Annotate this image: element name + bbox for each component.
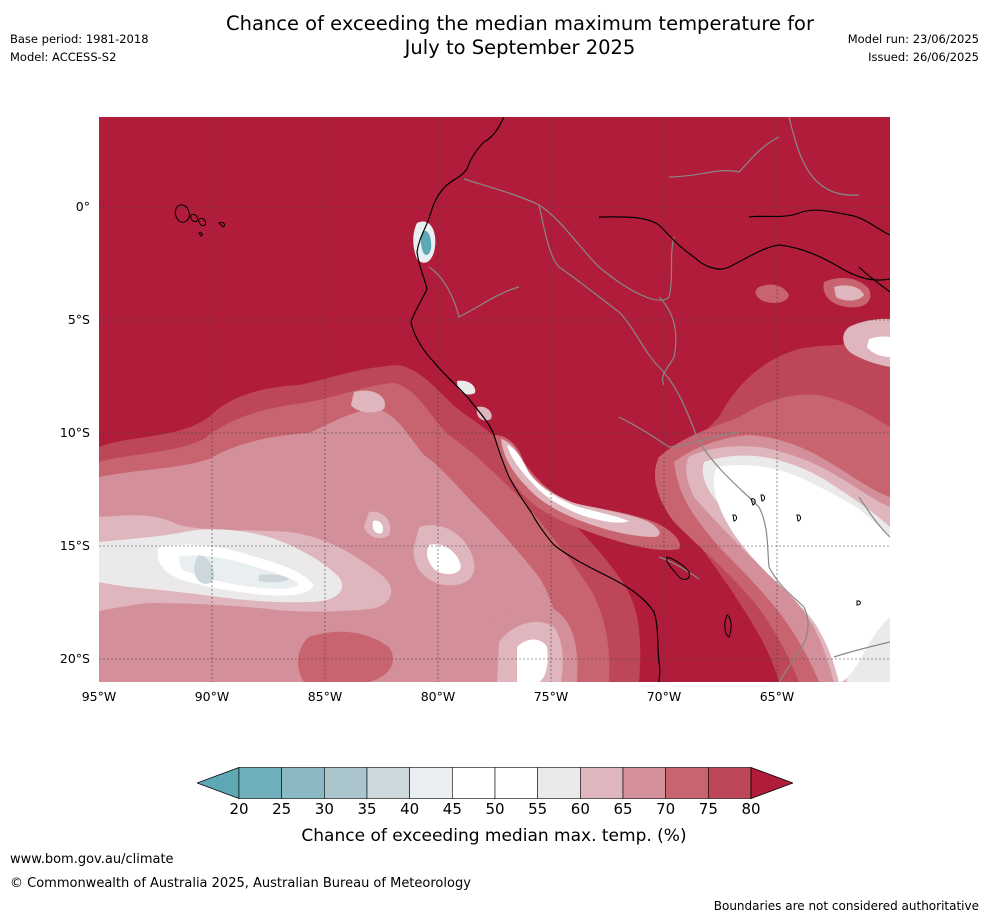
meta-left: Base period: 1981-2018 Model: ACCESS-S2 xyxy=(10,30,149,66)
brazil-patch-inner xyxy=(834,285,864,301)
colorbar-segment xyxy=(665,767,709,799)
galapagos-islands xyxy=(174,204,226,237)
colorbar-segment xyxy=(366,767,410,799)
peru-blob-small xyxy=(476,406,492,421)
lon-label-75w: 75°W xyxy=(533,689,569,704)
pacific-south-patch xyxy=(297,631,393,682)
colorbar-tick-label: 70 xyxy=(656,800,676,818)
colorbar-tick-label: 60 xyxy=(570,800,590,818)
pacific-blob-near-coast-inner xyxy=(372,520,383,534)
colorbar-segment xyxy=(537,767,581,799)
lat-label-0: 0° xyxy=(75,199,90,214)
lon-label-70w: 70°W xyxy=(646,689,682,704)
colorbar-tick-label: 35 xyxy=(357,800,377,818)
colorbar-tick-label: 55 xyxy=(528,800,548,818)
andes-streak-white xyxy=(507,445,629,523)
lake-poopo xyxy=(724,614,732,638)
colorbar-segment xyxy=(409,767,453,799)
colorbar-segment xyxy=(494,767,538,799)
ecuador-spot-inner xyxy=(420,230,432,255)
colorbar-tick-label: 45 xyxy=(442,800,462,818)
base-period-text: Base period: 1981-2018 xyxy=(10,32,149,46)
pacific-band-35b xyxy=(259,574,289,583)
lat-label-15s: 15°S xyxy=(59,538,90,553)
colorbar-segment xyxy=(281,767,325,799)
colorbar-tick-label: 30 xyxy=(314,800,334,818)
colorbar-arrow-low xyxy=(197,767,240,799)
small-lakes xyxy=(732,494,861,606)
model-run-text: Model run: 23/06/2025 xyxy=(847,32,979,46)
pacific-blob-north2 xyxy=(351,390,385,413)
colorbar-segment xyxy=(452,767,496,799)
colorbar-arrow-high xyxy=(750,767,793,799)
lat-label-5s: 5°S xyxy=(67,312,90,327)
colorbar-segment xyxy=(622,767,666,799)
map-panel xyxy=(99,117,890,682)
colorbar-tick-label: 40 xyxy=(400,800,420,818)
boundary-disclaimer: Boundaries are not considered authoritat… xyxy=(713,899,979,913)
colorbar-segment xyxy=(708,767,752,799)
colorbar-label: Chance of exceeding median max. temp. (%… xyxy=(301,826,687,846)
amazon-patch xyxy=(755,284,789,303)
lat-label-20s: 20°S xyxy=(59,651,90,666)
issued-text: Issued: 26/06/2025 xyxy=(868,50,979,64)
pacific-blob-north xyxy=(261,441,309,467)
pacific-blob-west-inner xyxy=(426,544,461,575)
lake-titicaca xyxy=(666,556,690,580)
colorbar-tick-label: 20 xyxy=(229,800,249,818)
website-link[interactable]: www.bom.gov.au/climate xyxy=(10,852,174,867)
colorbar-tick-label: 50 xyxy=(485,800,505,818)
map-svg xyxy=(99,117,890,682)
colorbar-segments xyxy=(197,767,793,799)
colorbar-tick-label: 80 xyxy=(741,800,761,818)
colorbar-tick-label: 65 xyxy=(613,800,633,818)
andes-streak-mid xyxy=(501,439,660,537)
copyright-text: © Commonwealth of Australia 2025, Austra… xyxy=(10,876,471,891)
colorbar-segment xyxy=(238,767,282,799)
south-coast-band-white xyxy=(517,639,548,682)
lon-label-90w: 90°W xyxy=(194,689,230,704)
colorbar-segment xyxy=(580,767,624,799)
meta-right: Model run: 23/06/2025 Issued: 26/06/2025 xyxy=(848,30,979,66)
model-text: Model: ACCESS-S2 xyxy=(10,50,117,64)
colorbar-tick-label: 75 xyxy=(698,800,718,818)
lon-label-80w: 80°W xyxy=(420,689,456,704)
title-line-2: July to September 2025 xyxy=(404,36,636,59)
coastline xyxy=(410,117,890,682)
title-line-1: Chance of exceeding the median maximum t… xyxy=(225,12,815,35)
bolivia-band-inner-white xyxy=(796,477,890,577)
lon-label-65w: 65°W xyxy=(759,689,795,704)
lat-label-10s: 10°S xyxy=(59,425,90,440)
colorbar-tick-label: 25 xyxy=(272,800,292,818)
lon-label-95w: 95°W xyxy=(81,689,117,704)
map-title: Chance of exceeding the median maximum t… xyxy=(190,12,850,60)
lon-label-85w: 85°W xyxy=(307,689,343,704)
country-borders xyxy=(428,117,890,682)
pacific-band-35 xyxy=(194,555,215,584)
colorbar xyxy=(197,767,793,799)
brazil-east-patch-inner xyxy=(867,336,890,357)
brazil-east-patch-outer xyxy=(843,318,890,367)
colorbar-segment xyxy=(324,767,368,799)
